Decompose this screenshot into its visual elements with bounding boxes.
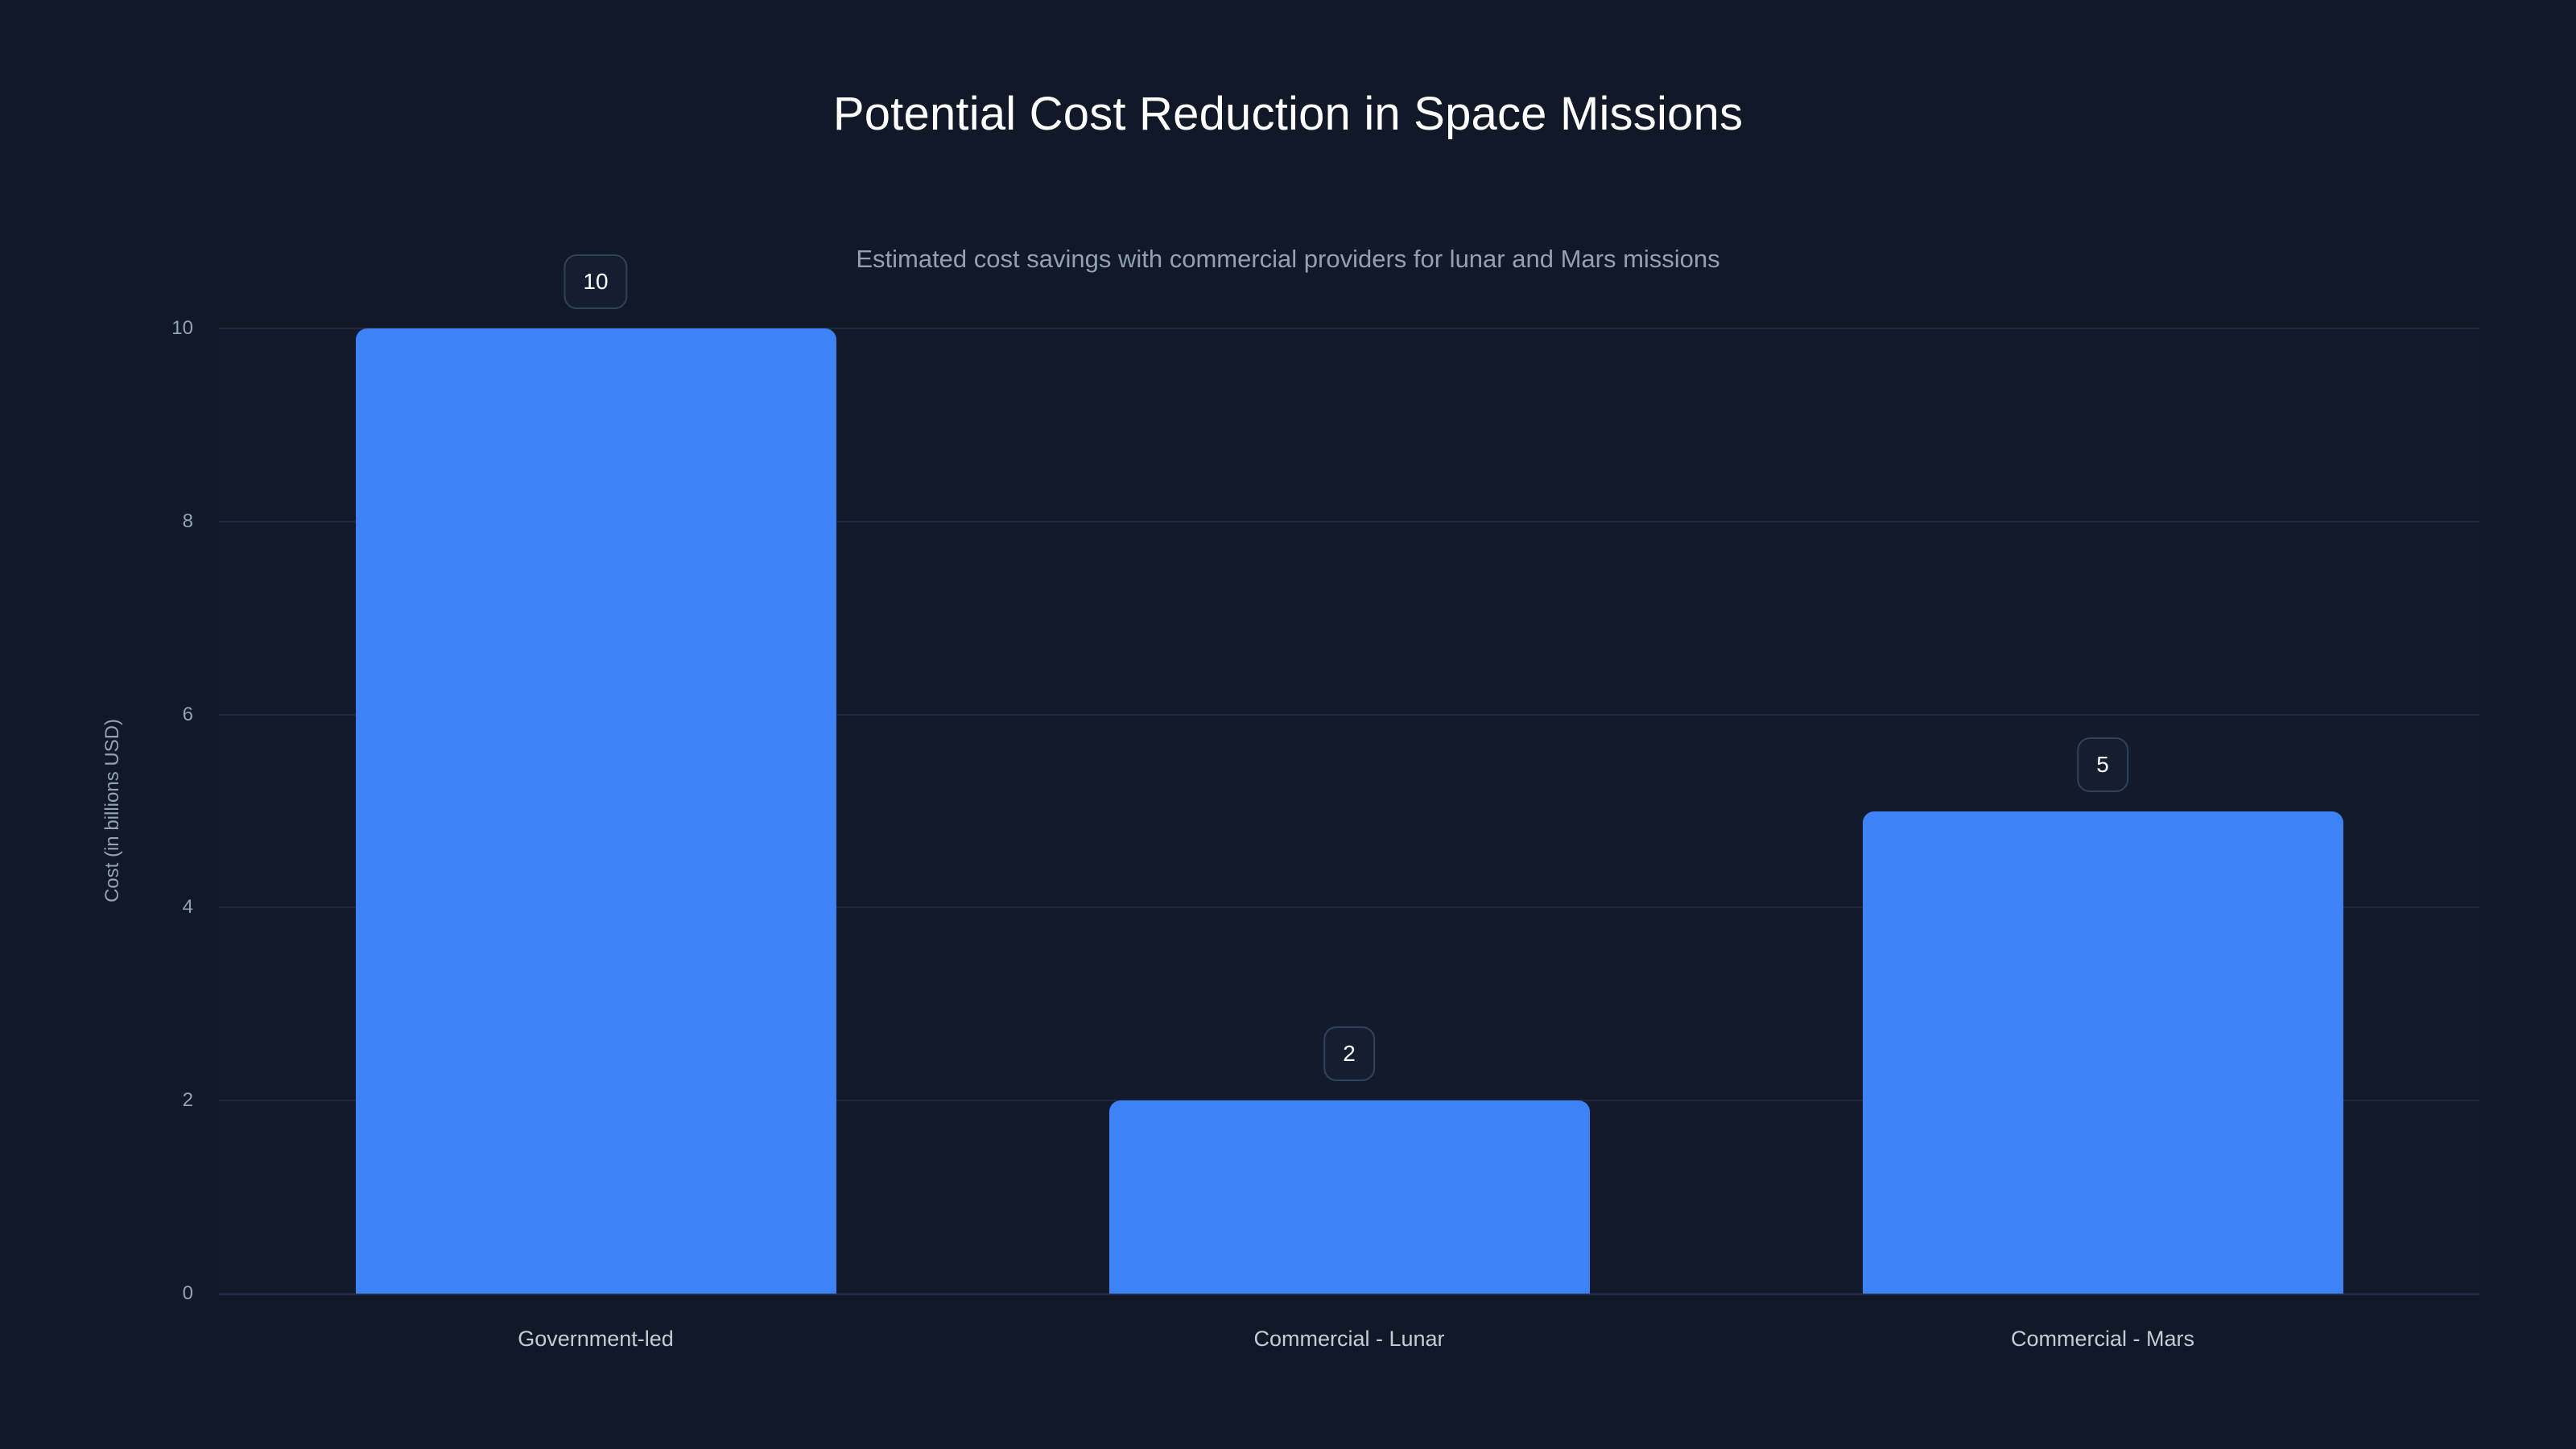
plot-area <box>219 328 2479 1295</box>
bar-value-badge: 10 <box>564 254 628 309</box>
bar[interactable] <box>1108 1100 1590 1294</box>
gridline <box>219 520 2479 522</box>
bar-value-badge: 5 <box>2077 737 2128 792</box>
gridline <box>219 1293 2479 1294</box>
bar[interactable] <box>1862 811 2343 1294</box>
gridline <box>219 328 2479 329</box>
gridline <box>219 1100 2479 1102</box>
y-tick-label: 10 <box>171 317 193 339</box>
x-tick-label: Commercial - Lunar <box>1253 1327 1445 1351</box>
y-tick-label: 0 <box>182 1282 193 1304</box>
gridline <box>219 713 2479 716</box>
x-tick-label: Commercial - Mars <box>2010 1327 2195 1351</box>
bar-value-badge: 2 <box>1323 1026 1375 1082</box>
bar[interactable] <box>355 328 836 1294</box>
y-tick-label: 4 <box>182 896 193 919</box>
x-axis-line <box>219 1294 2479 1295</box>
y-tick-label: 8 <box>182 510 193 532</box>
x-tick-label: Government-led <box>518 1327 674 1351</box>
y-tick-label: 2 <box>182 1089 193 1112</box>
chart-title: Potential Cost Reduction in Space Missio… <box>832 88 1744 140</box>
chart-subtitle: Estimated cost savings with commercial p… <box>856 245 1720 273</box>
gridline <box>219 906 2479 909</box>
y-axis-title: Cost (in billions USD) <box>101 718 123 903</box>
y-tick-label: 6 <box>182 703 193 725</box>
